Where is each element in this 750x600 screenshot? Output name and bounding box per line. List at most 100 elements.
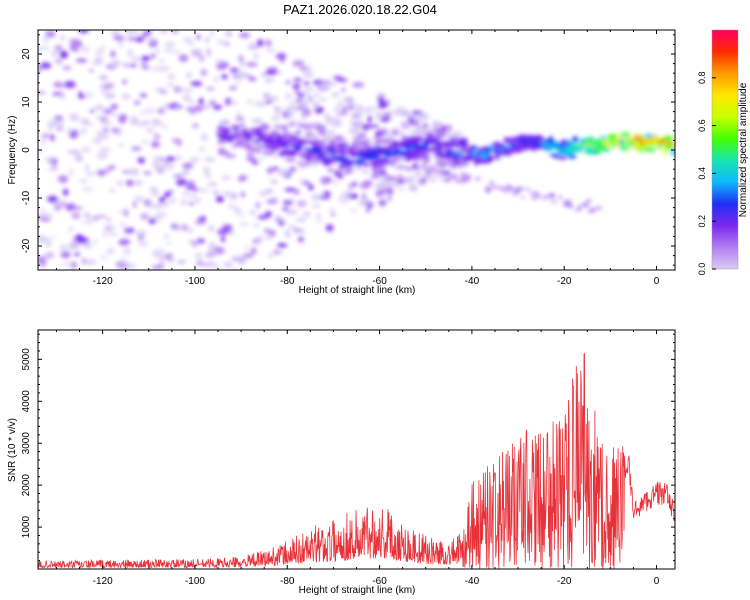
- spectrogram-cell: [240, 213, 245, 217]
- spectrogram-cell: [281, 110, 290, 119]
- spectrogram-cell: [246, 155, 257, 162]
- spectrogram-cell: [578, 203, 582, 209]
- spectrogram-cell: [512, 137, 519, 142]
- spectrogram-cell: [448, 174, 456, 180]
- spectrogram-cell: [253, 138, 259, 145]
- spectrogram-cell: [227, 204, 237, 209]
- spectrogram-cell: [258, 144, 266, 148]
- spectrogram-cell: [572, 138, 578, 144]
- spectrogram-cell: [90, 109, 95, 113]
- spectrogram-cell: [571, 143, 580, 149]
- spectrogram-cell: [435, 158, 443, 162]
- spectrogram-cell: [445, 124, 453, 132]
- y-tick-label: 2000: [21, 474, 32, 497]
- spectrogram-cell: [44, 241, 53, 247]
- spectrogram-cell: [70, 261, 78, 269]
- spectrogram-cell: [289, 166, 297, 173]
- spectrogram-cell: [155, 48, 161, 53]
- spectrogram-cell: [60, 34, 65, 41]
- spectrogram-cell: [50, 168, 56, 172]
- spectrogram-cell: [550, 200, 558, 204]
- spectrogram-cell: [53, 203, 62, 212]
- spectrogram-cell: [248, 209, 257, 216]
- spectrogram-cell: [119, 265, 130, 269]
- spectrogram-cell: [268, 230, 276, 236]
- spectrogram-cell: [233, 140, 242, 144]
- spectrogram-cell: [377, 189, 389, 194]
- spectrogram-cell: [343, 96, 351, 104]
- x-tick-label: -100: [185, 576, 205, 587]
- spectrogram-cell: [655, 140, 662, 147]
- spectrogram-cell: [607, 134, 619, 140]
- spectrogram-cell: [69, 133, 78, 139]
- spectrogram-cell: [264, 144, 275, 150]
- spectrogram-cell: [71, 212, 81, 220]
- spectrogram-cell: [423, 133, 429, 137]
- spectrogram-cell: [164, 253, 174, 261]
- spectrogram-cell: [389, 163, 396, 167]
- spectrogram-cell: [237, 256, 244, 263]
- spectrogram-cell: [536, 140, 541, 144]
- spectrogram-cell: [325, 159, 333, 163]
- spectrogram-cell: [175, 155, 183, 161]
- spectrogram-cell: [339, 150, 348, 156]
- spectrogram-cell: [350, 208, 357, 213]
- spectrogram-cell: [303, 87, 316, 91]
- spectrogram-cell: [66, 150, 78, 154]
- spectrogram-cell: [363, 139, 368, 143]
- spectrogram-cell: [329, 140, 336, 144]
- spectrogram-cell: [204, 37, 210, 43]
- spectrogram-cell: [337, 78, 348, 82]
- spectrogram-cell: [190, 109, 196, 115]
- spectrogram-cell: [235, 116, 245, 121]
- spectrogram-cell: [199, 215, 207, 221]
- x-tick-label: -60: [372, 576, 387, 587]
- spectrogram-cell: [220, 74, 229, 80]
- spectrogram-cell: [303, 162, 311, 167]
- spectrogram-cell: [251, 161, 260, 165]
- spectrogram-cell: [578, 142, 583, 149]
- spectrogram-cell: [423, 157, 431, 163]
- spectrogram-cell: [367, 146, 376, 152]
- spectrogram-cell: [169, 197, 177, 203]
- x-tick-label: -40: [465, 576, 480, 587]
- spectrogram-cell: [144, 107, 156, 114]
- spectrogram-cell: [254, 131, 265, 138]
- spectrogram-cell: [80, 45, 90, 54]
- spectrogram-cell: [209, 241, 214, 248]
- spectrogram-cell: [212, 104, 223, 110]
- spectrogram-cell: [253, 223, 260, 228]
- spectrogram-cell: [293, 228, 305, 234]
- spectrogram-cell: [197, 99, 204, 104]
- spectrogram-cell: [277, 150, 288, 157]
- spectrogram-cell: [116, 180, 124, 186]
- y-tick-label: 20: [21, 48, 32, 60]
- spectrogram-cell: [153, 133, 161, 140]
- chart-title: PAZ1.2026.020.18.22.G04: [283, 2, 437, 17]
- spectrogram-cell: [325, 224, 334, 232]
- spectrogram-cell: [194, 197, 201, 204]
- y-tick-label: 10: [21, 96, 32, 108]
- spectrogram-cell: [238, 222, 250, 227]
- spectrogram-cell: [71, 114, 79, 122]
- spectrogram-cell: [222, 191, 234, 197]
- spectrogram-cell: [111, 111, 118, 117]
- spectrogram-cell: [405, 155, 412, 162]
- spectrogram-cell: [359, 182, 371, 190]
- spectrogram-cell: [56, 61, 63, 65]
- spectrogram-cell: [371, 124, 379, 129]
- spectrogram-cell: [450, 153, 456, 157]
- spectrogram-cell: [603, 149, 611, 152]
- spectrogram-cell: [50, 133, 55, 142]
- spectrogram-cell: [515, 144, 525, 149]
- spectrogram-cell: [43, 133, 50, 138]
- spectrogram-cell: [323, 162, 331, 166]
- spectrogram-cell: [378, 199, 387, 207]
- spectrogram-cell: [175, 178, 188, 186]
- spectrogram-cell: [249, 41, 254, 46]
- spectrogram-cell: [376, 139, 386, 145]
- spectrogram-cell: [134, 36, 145, 43]
- spectrogram-cell: [118, 238, 131, 246]
- spectrogram-cell: [273, 105, 279, 113]
- spectrogram-cell: [222, 120, 231, 124]
